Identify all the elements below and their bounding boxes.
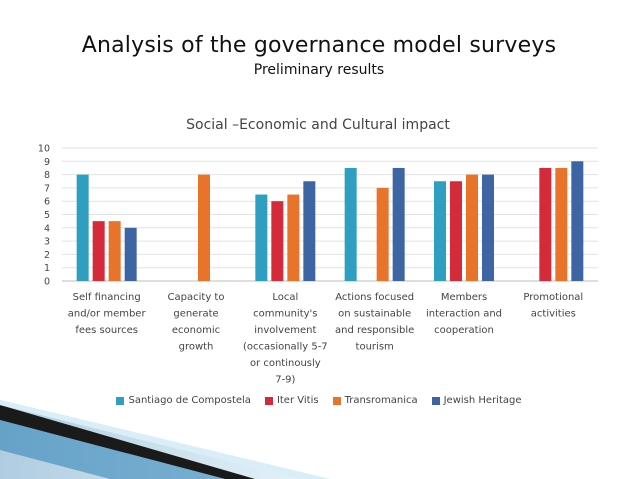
y-tick-label: 7 [44, 183, 50, 194]
x-tick-label: Actions focused on sustainable and respons… [335, 292, 414, 353]
x-tick-label: Self financing and/or member fees sources [68, 292, 147, 336]
bar [376, 187, 389, 281]
y-tick-label: 9 [44, 157, 50, 168]
x-axis-labels: Self financing and/or member fees sources C… [68, 292, 583, 386]
legend-label: Iter Vitis [276, 395, 319, 406]
y-tick-label: 2 [44, 250, 50, 261]
gridlines [62, 147, 598, 282]
legend-item: Iter Vitis [264, 395, 319, 406]
legend-label: Jewish Heritage [443, 395, 522, 406]
x-tick-label: Promotional activities [523, 292, 583, 320]
chart-title: Social –Economic and Cultural impact [186, 117, 450, 133]
legend-swatch [116, 396, 125, 405]
x-tick-label: Local community's involvement (occasionally… [243, 292, 328, 386]
bar [392, 167, 405, 281]
x-tick-label: Capacity to generate economic growth [168, 292, 225, 353]
slide-title: Analysis of the governance model surveys [81, 33, 557, 58]
legend: Santiago de Compostela Iter Vitis Transrom… [0, 395, 638, 406]
legend-label: Santiago de Compostela [128, 395, 251, 406]
legend-item: Santiago de Compostela [116, 395, 251, 406]
bar [271, 201, 284, 281]
bar [539, 167, 552, 281]
y-tick-label: 8 [44, 170, 50, 181]
y-tick-label: 3 [44, 237, 50, 248]
bar [344, 167, 357, 281]
y-tick-label: 0 [44, 277, 50, 288]
legend-swatch [264, 396, 273, 405]
bar [571, 161, 584, 281]
y-tick-label: 5 [44, 210, 50, 221]
y-axis-ticks: 0 1 2 3 4 5 6 7 8 9 10 [38, 144, 50, 288]
bar [434, 181, 446, 281]
y-tick-label: 6 [44, 197, 50, 208]
legend-swatch [431, 396, 440, 405]
bar [124, 227, 137, 281]
bar [466, 174, 478, 281]
legend-label: Transromanica [344, 395, 418, 406]
slide-subtitle: Preliminary results [253, 62, 385, 78]
bar [255, 194, 268, 281]
bar [287, 194, 300, 281]
x-tick-label: Members interaction and cooperation [426, 292, 502, 336]
bars [76, 161, 584, 281]
y-tick-label: 4 [44, 223, 50, 234]
legend-swatch [332, 396, 341, 405]
legend-item: Jewish Heritage [431, 395, 522, 406]
corner-decoration [0, 400, 330, 479]
bar [303, 181, 316, 281]
y-tick-label: 10 [38, 144, 50, 155]
bar [108, 221, 121, 281]
y-tick-label: 1 [44, 263, 50, 274]
bar [76, 174, 89, 281]
bar [450, 181, 462, 281]
bar-chart: Social –Economic and Cultural impact 0 1 2… [38, 117, 598, 386]
bar [555, 167, 568, 281]
legend-item: Transromanica [332, 395, 418, 406]
bar [482, 174, 494, 281]
bar [198, 174, 210, 281]
bar [92, 221, 105, 281]
